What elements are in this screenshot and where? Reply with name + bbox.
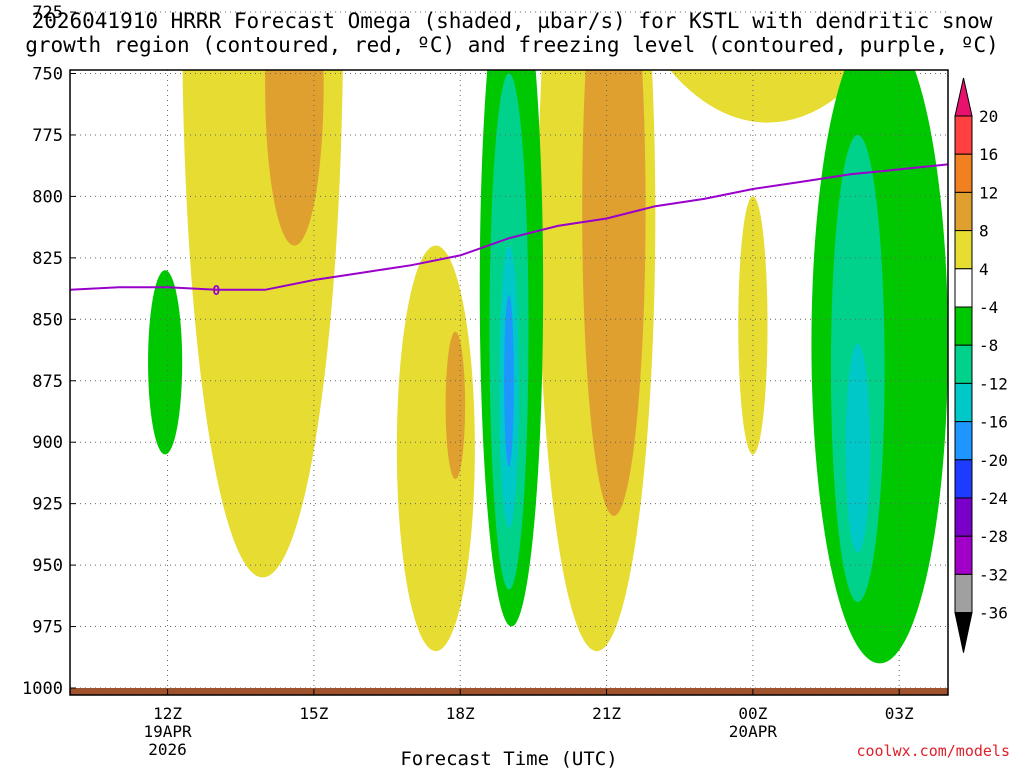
- colorbar-segment: [954, 497, 973, 537]
- freezing-level-0-label: 0: [212, 284, 220, 299]
- x-tick-label: 03Z: [885, 704, 914, 723]
- colorbar-level-label: -36: [979, 604, 1008, 623]
- colorbar-segment: [954, 459, 973, 499]
- colorbar-segment: [954, 115, 973, 155]
- colorbar-segment: [954, 230, 973, 270]
- watermark: coolwx.com/models: [856, 742, 1010, 760]
- y-tick-label: 725: [32, 3, 63, 23]
- colorbar-level-label: -12: [979, 374, 1008, 393]
- colorbar-segment: [954, 535, 973, 575]
- colorbar-segment: [954, 382, 973, 423]
- omega-neg16-to-neg20: [504, 294, 514, 467]
- omega-8-to-12: [445, 331, 466, 480]
- chart-title-line1: 2026041910 HRRR Forecast Omega (shaded, …: [31, 9, 993, 33]
- y-tick-label: 750: [32, 65, 63, 85]
- x-tick-label: 00Z: [738, 704, 767, 723]
- ground-surface: [70, 688, 948, 695]
- grid-layer: [70, 11, 948, 695]
- colorbar-level-label: -16: [979, 413, 1008, 432]
- colorbar-segment: [954, 573, 973, 614]
- plot-frame: [69, 69, 949, 696]
- colorbar-segment: [954, 268, 973, 308]
- colorbar-segment: [954, 306, 973, 346]
- y-tick-label: 900: [32, 433, 63, 453]
- colorbar-level-label: -32: [979, 565, 1008, 584]
- y-axis: 5255505756006256506757007257507758008258…: [22, 3, 76, 699]
- x-tick-label: 18Z: [446, 704, 475, 723]
- colorbar: 20 16 12 8 4 -4 -8 -12 -16 -20 -24 -28 -32 -36: [954, 77, 1008, 653]
- colorbar-level-label: -24: [979, 489, 1008, 508]
- colorbar-level-label: 8: [979, 222, 989, 241]
- x-tick-date-label: 20APR: [729, 722, 778, 741]
- omega-neg12-to-neg16: [845, 343, 870, 553]
- x-axis-label: Forecast Time (UTC): [400, 748, 617, 768]
- omega-neg4-to-neg8: [148, 270, 183, 455]
- colorbar-level-label: -28: [979, 527, 1008, 546]
- x-tick-label: 21Z: [592, 704, 621, 723]
- y-tick-label: 775: [32, 126, 63, 146]
- freezing-level-0-contour: [70, 163, 948, 291]
- x-tick-year-label: 2026: [148, 740, 187, 759]
- x-tick-label: 12Z: [153, 704, 182, 723]
- x-tick-label: 15Z: [299, 704, 328, 723]
- y-tick-label: 800: [32, 187, 63, 207]
- y-tick-label: 925: [32, 495, 63, 515]
- colorbar-level-label: 16: [979, 145, 998, 164]
- colorbar-top-arrow: [954, 77, 973, 117]
- y-tick-label: 825: [32, 249, 63, 269]
- colorbar-level-label: 12: [979, 183, 998, 202]
- colorbar-level-label: 20: [979, 107, 998, 126]
- y-tick-label: 850: [32, 310, 63, 330]
- omega-8-to-12: [265, 70, 324, 246]
- colorbar-level-label: -8: [979, 336, 998, 355]
- colorbar-segment: [954, 191, 973, 232]
- x-tick-date-label: 19APR: [143, 722, 192, 741]
- omega-4-to-8: [670, 70, 866, 123]
- omega-8-to-12: [582, 70, 646, 516]
- chart-title-line2: growth region (contoured, red, ºC) and f…: [25, 33, 999, 57]
- y-tick-label: 975: [32, 618, 63, 638]
- colorbar-level-label: 4: [979, 260, 989, 279]
- colorbar-segment: [954, 153, 973, 193]
- omega-shading-layer: [148, 70, 948, 664]
- y-tick-label: 875: [32, 372, 63, 392]
- colorbar-level-label: -4: [979, 298, 998, 317]
- contour-layer: -18-120: [70, 163, 948, 299]
- y-tick-label: 1000: [22, 679, 63, 699]
- colorbar-segment: [954, 421, 973, 461]
- colorbar-level-label: -20: [979, 451, 1008, 470]
- colorbar-bottom-arrow: [954, 612, 973, 653]
- y-tick-label: 950: [32, 556, 63, 576]
- colorbar-segment: [954, 344, 973, 384]
